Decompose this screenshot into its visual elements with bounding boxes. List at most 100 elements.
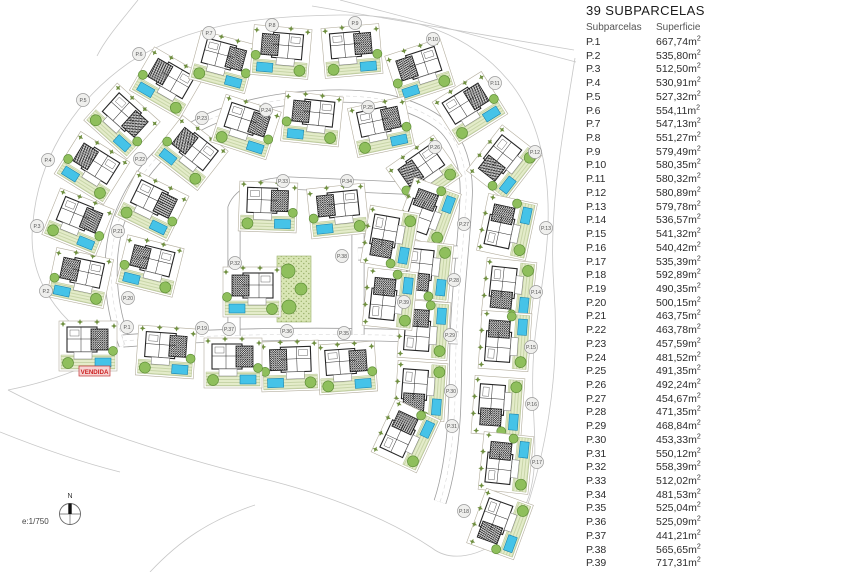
parcel-label: P.35 bbox=[337, 326, 351, 340]
parcel-area: 592,89m2 bbox=[656, 268, 701, 282]
svg-text:P.38: P.38 bbox=[337, 254, 347, 260]
parcel-area: 492,24m2 bbox=[656, 378, 701, 391]
svg-text:P.19: P.19 bbox=[197, 326, 207, 332]
svg-text:P.20: P.20 bbox=[123, 296, 133, 302]
parcel-label: P.27 bbox=[457, 217, 471, 231]
parcel-label: P.10 bbox=[426, 32, 440, 46]
parcel-label: P.14 bbox=[529, 285, 543, 299]
svg-text:P.34: P.34 bbox=[342, 179, 352, 185]
parcel-area: 490,35m2 bbox=[656, 282, 701, 295]
table-row: P.26 492,24m2 bbox=[586, 378, 846, 393]
parcel-labels-layer: P.1 P.2 P.3 P.4 P.5 P.6 P.7 P.8 P.9 P.10 P.11 P.12 P… bbox=[30, 16, 553, 518]
svg-text:P.28: P.28 bbox=[449, 278, 459, 284]
parcel-house bbox=[465, 124, 542, 202]
svg-text:P.21: P.21 bbox=[113, 229, 123, 235]
svg-text:P.26: P.26 bbox=[430, 145, 440, 151]
parcel-label: P.26 bbox=[428, 140, 442, 154]
parcel-id: P.10 bbox=[586, 159, 607, 172]
parcel-area: 512,02m2 bbox=[656, 474, 701, 488]
parcel-label: P.30 bbox=[444, 384, 458, 398]
table-row: P.37 441,21m2 bbox=[586, 529, 846, 544]
parcel-area: 558,39m2 bbox=[656, 460, 701, 474]
table-row: P.31 550,12m2 bbox=[586, 447, 846, 462]
table-row: P.11 580,32m2 bbox=[586, 173, 846, 187]
parcel-label: P.7 bbox=[202, 26, 216, 40]
parcel-label: P.2 bbox=[39, 284, 53, 298]
svg-text:P.2: P.2 bbox=[42, 289, 49, 295]
svg-text:P.36: P.36 bbox=[282, 329, 292, 335]
parcel-area: 551,27m2 bbox=[656, 131, 701, 145]
table-row: P.12 580,89m2 bbox=[586, 186, 846, 201]
parcel-id: P.8 bbox=[586, 132, 601, 145]
parcel-area: 481,52m2 bbox=[656, 351, 701, 364]
svg-text:P.33: P.33 bbox=[278, 179, 288, 185]
table-row: P.32 558,39m2 bbox=[586, 461, 846, 475]
parcel-id: P.3 bbox=[586, 63, 601, 76]
parcel-id: P.27 bbox=[586, 392, 607, 405]
parcel-id: P.29 bbox=[586, 420, 607, 433]
parcel-id: P.22 bbox=[586, 324, 607, 337]
parcel-id: P.12 bbox=[586, 186, 607, 199]
parcel-area: 579,78m2 bbox=[656, 200, 701, 213]
vendida-badge: VENDIDA bbox=[78, 365, 111, 377]
parcel-id: P.35 bbox=[586, 502, 607, 515]
svg-text:P.25: P.25 bbox=[363, 105, 373, 111]
parcel-id: P.13 bbox=[586, 200, 607, 213]
parcel-area: 535,39m2 bbox=[656, 255, 701, 268]
parcel-id: P.20 bbox=[586, 296, 607, 309]
parcel-house bbox=[316, 339, 378, 395]
parcel-house bbox=[347, 94, 415, 157]
parcel-area: 580,35m2 bbox=[656, 158, 701, 172]
svg-text:P.10: P.10 bbox=[428, 37, 438, 43]
parcel-id: P.4 bbox=[586, 77, 601, 90]
parcel-house bbox=[115, 169, 190, 241]
parcel-house bbox=[306, 181, 370, 239]
table-row: P.39 717,31m2 bbox=[586, 557, 846, 571]
svg-text:P.14: P.14 bbox=[531, 290, 541, 296]
parcel-label: P.21 bbox=[111, 224, 125, 238]
parcel-id: P.11 bbox=[586, 173, 606, 186]
svg-text:P.7: P.7 bbox=[205, 31, 212, 37]
table-row: P.25 491,35m2 bbox=[586, 365, 846, 379]
table-row: P.36 525,09m2 bbox=[586, 516, 846, 530]
parcel-house bbox=[223, 265, 282, 317]
parcel-label: P.31 bbox=[445, 419, 459, 433]
table-row: P.20 500,15m2 bbox=[586, 296, 846, 311]
parcel-label: P.12 bbox=[528, 145, 542, 159]
parcel-house bbox=[204, 336, 263, 388]
svg-text:P.8: P.8 bbox=[268, 23, 275, 29]
parcel-id: P.38 bbox=[586, 543, 607, 556]
parcel-label: P.22 bbox=[133, 152, 147, 166]
table-row: P.4 530,91m2 bbox=[586, 77, 846, 91]
parcel-house bbox=[469, 375, 525, 437]
parcel-id: P.16 bbox=[586, 241, 607, 254]
parcel-house bbox=[465, 488, 534, 561]
table-row: P.5 527,32m2 bbox=[586, 90, 846, 105]
table-row: P.16 540,42m2 bbox=[586, 241, 846, 256]
svg-text:P.37: P.37 bbox=[224, 327, 234, 333]
parcel-id: P.36 bbox=[586, 516, 607, 529]
table-row: P.19 490,35m2 bbox=[586, 282, 846, 297]
parcel-id: P.23 bbox=[586, 337, 607, 350]
parcel-id: P.14 bbox=[586, 214, 607, 227]
parcel-label: P.8 bbox=[265, 18, 279, 32]
parcel-id: P.18 bbox=[586, 269, 607, 282]
vendida-label: VENDIDA bbox=[81, 369, 109, 376]
parcel-id: P.31 bbox=[586, 447, 607, 460]
table-row: P.21 463,75m2 bbox=[586, 310, 846, 324]
parcel-area: 527,32m2 bbox=[656, 90, 701, 103]
parcel-area: 463,78m2 bbox=[656, 323, 701, 337]
table-row: P.23 457,59m2 bbox=[586, 337, 846, 352]
table-row: P.28 471,35m2 bbox=[586, 406, 846, 420]
table-row: P.15 541,32m2 bbox=[586, 228, 846, 242]
parcel-id: P.24 bbox=[586, 351, 607, 364]
parcel-house bbox=[260, 338, 320, 392]
svg-text:P.27: P.27 bbox=[459, 222, 469, 228]
parcel-label: P.15 bbox=[524, 340, 538, 354]
parcel-label: P.5 bbox=[76, 93, 90, 107]
parcel-label: P.13 bbox=[539, 221, 553, 235]
table-row: P.29 468,84m2 bbox=[586, 420, 846, 434]
parcel-label: P.6 bbox=[132, 47, 146, 61]
parcel-area: 441,21m2 bbox=[656, 529, 701, 542]
